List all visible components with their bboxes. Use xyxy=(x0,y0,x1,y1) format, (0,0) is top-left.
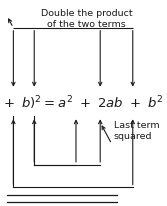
Text: Last term
squared: Last term squared xyxy=(114,121,159,141)
Text: $(a\ +\ b)^2 = a^2\ +\ 2ab\ +\ b^2$: $(a\ +\ b)^2 = a^2\ +\ 2ab\ +\ b^2$ xyxy=(0,94,164,112)
Text: Double the product
of the two terms: Double the product of the two terms xyxy=(41,9,133,29)
